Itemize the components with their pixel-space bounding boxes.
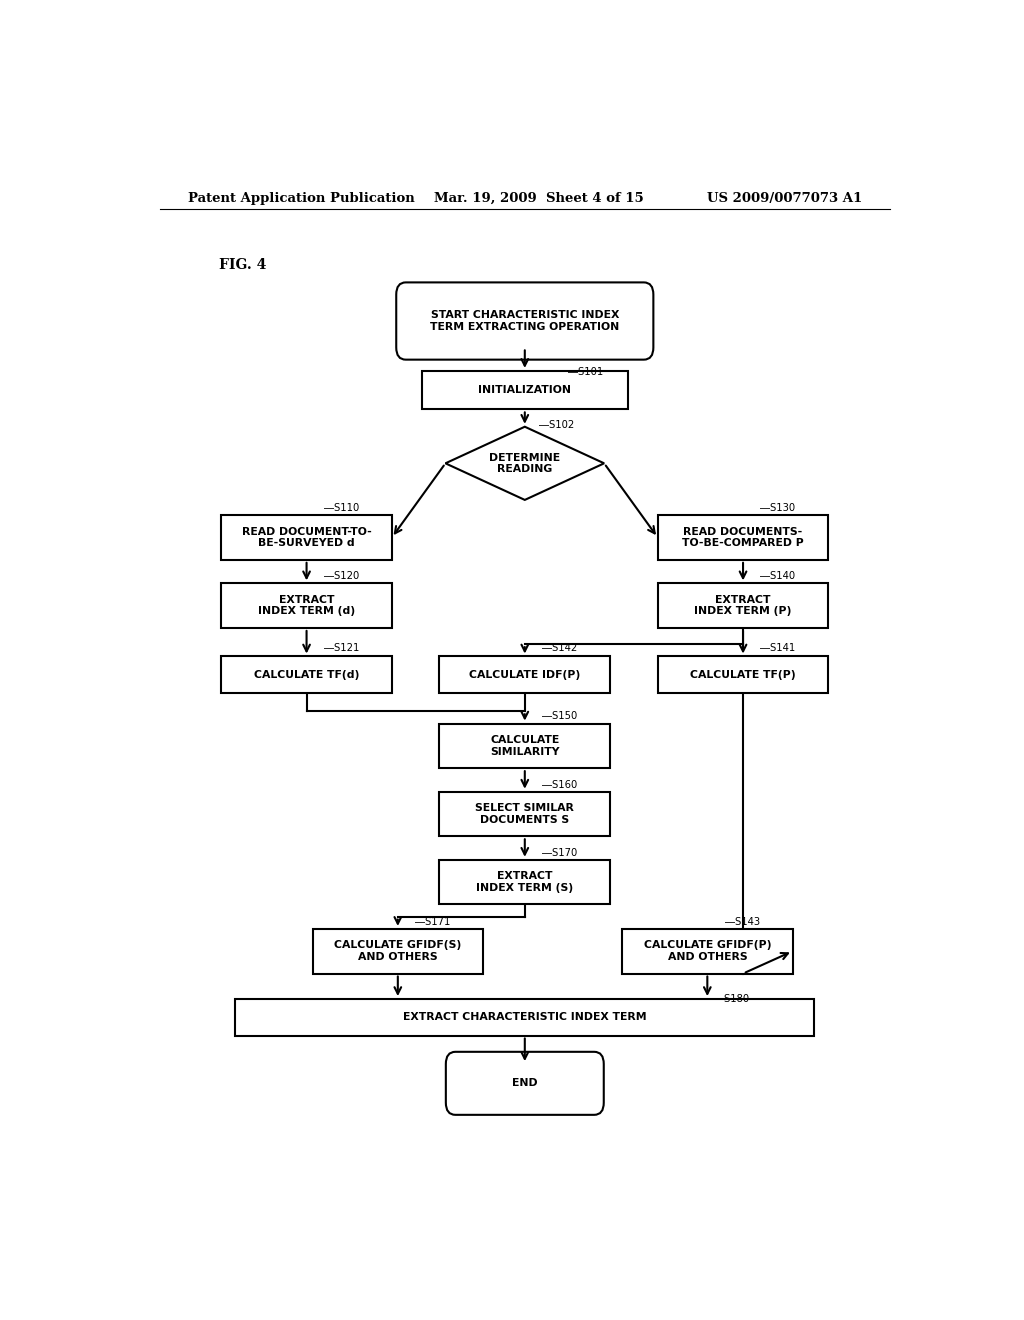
Text: CALCULATE
SIMILARITY: CALCULATE SIMILARITY: [490, 735, 559, 756]
Text: ―S102: ―S102: [539, 420, 574, 430]
FancyBboxPatch shape: [445, 1052, 604, 1115]
Text: ―S171: ―S171: [416, 917, 451, 927]
Text: EXTRACT
INDEX TERM (P): EXTRACT INDEX TERM (P): [694, 595, 792, 616]
FancyBboxPatch shape: [236, 999, 814, 1036]
Text: ―S160: ―S160: [543, 780, 578, 789]
Text: ―S143: ―S143: [725, 917, 760, 927]
Text: ―S150: ―S150: [543, 711, 578, 722]
FancyBboxPatch shape: [221, 656, 392, 693]
Polygon shape: [445, 426, 604, 500]
Text: READ DOCUMENT-TO-
BE-SURVEYED d: READ DOCUMENT-TO- BE-SURVEYED d: [242, 527, 372, 548]
FancyBboxPatch shape: [396, 282, 653, 359]
FancyBboxPatch shape: [312, 929, 483, 974]
FancyBboxPatch shape: [439, 723, 610, 768]
FancyBboxPatch shape: [657, 583, 828, 628]
FancyBboxPatch shape: [622, 929, 793, 974]
FancyBboxPatch shape: [221, 583, 392, 628]
Text: ―S170: ―S170: [543, 847, 578, 858]
Text: ―S142: ―S142: [543, 643, 578, 653]
Text: Mar. 19, 2009  Sheet 4 of 15: Mar. 19, 2009 Sheet 4 of 15: [433, 191, 643, 205]
Text: ―S130: ―S130: [761, 503, 796, 513]
Text: CALCULATE TF(d): CALCULATE TF(d): [254, 669, 359, 680]
Text: START CHARACTERISTIC INDEX
TERM EXTRACTING OPERATION: START CHARACTERISTIC INDEX TERM EXTRACTI…: [430, 310, 620, 331]
Text: DETERMINE
READING: DETERMINE READING: [489, 453, 560, 474]
Text: EXTRACT
INDEX TERM (S): EXTRACT INDEX TERM (S): [476, 871, 573, 892]
FancyBboxPatch shape: [439, 656, 610, 693]
Text: ―S140: ―S140: [761, 572, 796, 581]
FancyBboxPatch shape: [657, 515, 828, 560]
FancyBboxPatch shape: [422, 371, 628, 409]
Text: ―S110: ―S110: [324, 503, 359, 513]
Text: Patent Application Publication: Patent Application Publication: [187, 191, 415, 205]
Text: SELECT SIMILAR
DOCUMENTS S: SELECT SIMILAR DOCUMENTS S: [475, 803, 574, 825]
Text: READ DOCUMENTS-
TO-BE-COMPARED P: READ DOCUMENTS- TO-BE-COMPARED P: [682, 527, 804, 548]
FancyBboxPatch shape: [439, 792, 610, 837]
Text: ―S180: ―S180: [714, 994, 749, 1005]
Text: INITIALIZATION: INITIALIZATION: [478, 385, 571, 395]
Text: FIG. 4: FIG. 4: [219, 259, 266, 272]
Text: END: END: [512, 1078, 538, 1088]
FancyBboxPatch shape: [657, 656, 828, 693]
Text: ―S120: ―S120: [324, 572, 359, 581]
Text: EXTRACT
INDEX TERM (d): EXTRACT INDEX TERM (d): [258, 595, 355, 616]
FancyBboxPatch shape: [221, 515, 392, 560]
Text: ―S121: ―S121: [324, 643, 359, 653]
Text: CALCULATE TF(P): CALCULATE TF(P): [690, 669, 796, 680]
FancyBboxPatch shape: [439, 859, 610, 904]
Text: CALCULATE GFIDF(P)
AND OTHERS: CALCULATE GFIDF(P) AND OTHERS: [643, 940, 771, 962]
Text: US 2009/0077073 A1: US 2009/0077073 A1: [708, 191, 862, 205]
Text: ―S141: ―S141: [761, 643, 796, 653]
Text: EXTRACT CHARACTERISTIC INDEX TERM: EXTRACT CHARACTERISTIC INDEX TERM: [403, 1012, 646, 1022]
Text: CALCULATE GFIDF(S)
AND OTHERS: CALCULATE GFIDF(S) AND OTHERS: [334, 940, 462, 962]
Text: ―S101: ―S101: [568, 367, 604, 378]
Text: CALCULATE IDF(P): CALCULATE IDF(P): [469, 669, 581, 680]
